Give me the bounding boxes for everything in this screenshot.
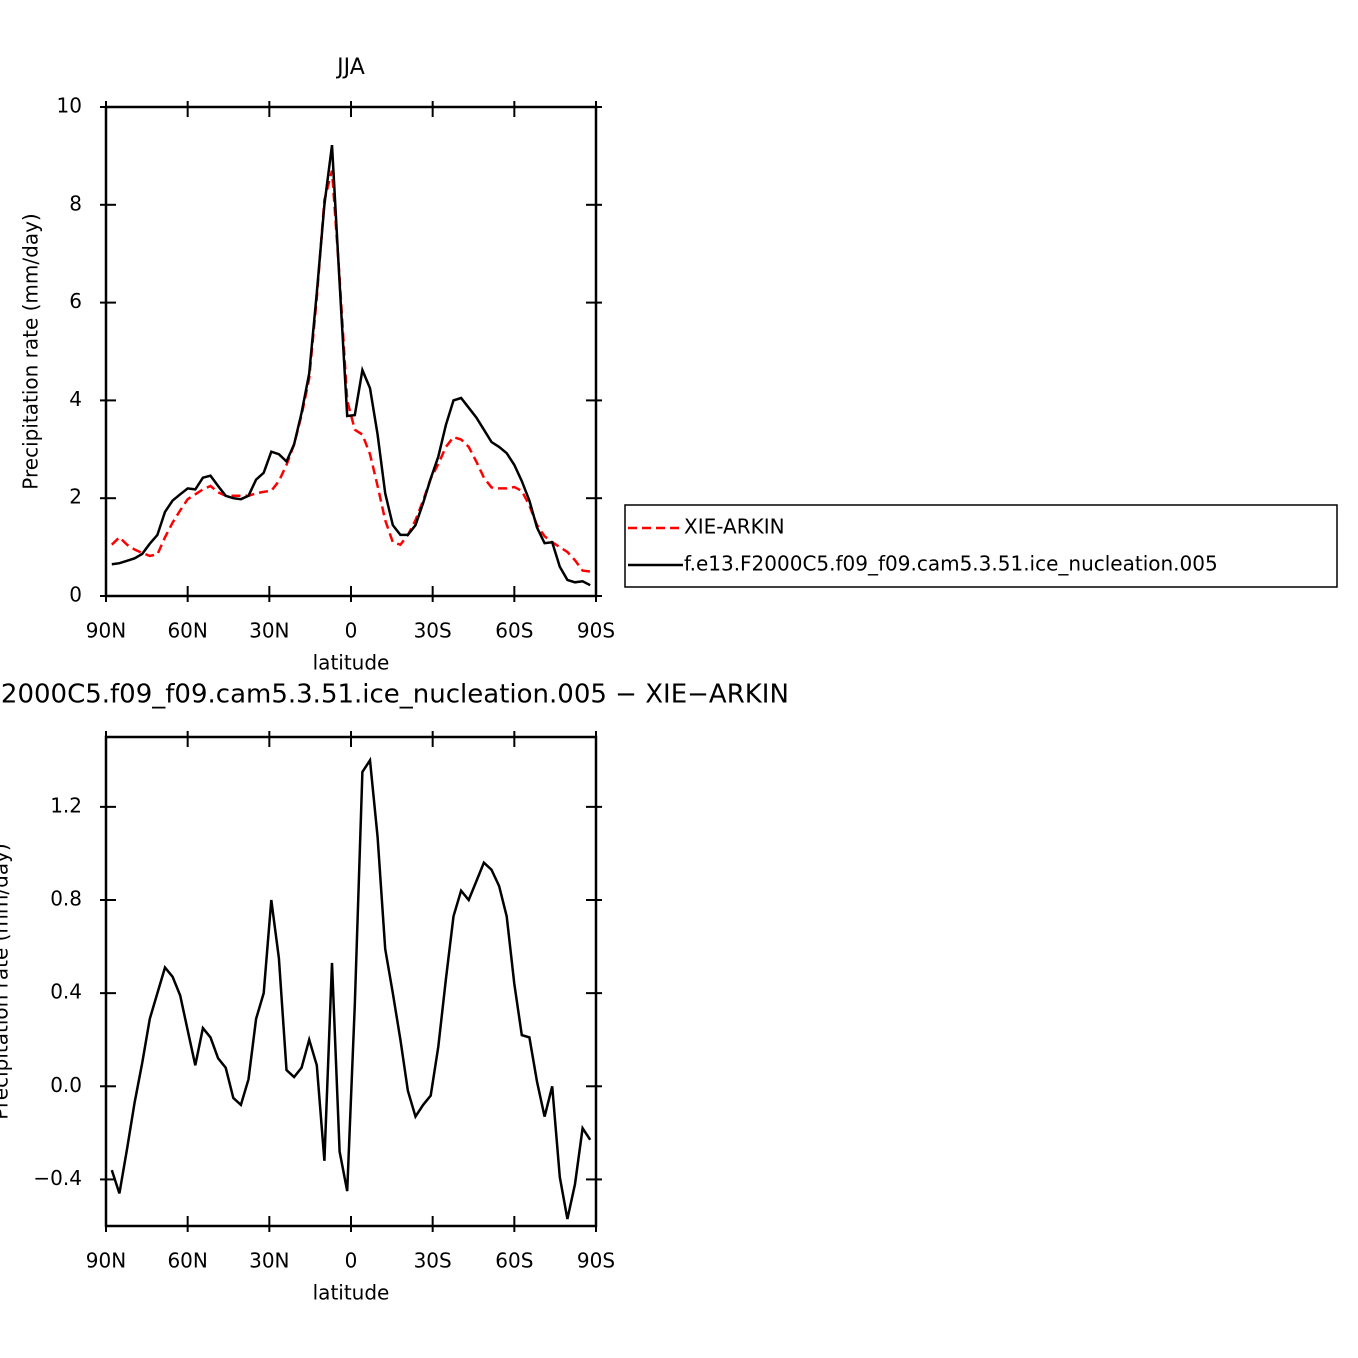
chart-title: JJA: [335, 55, 365, 80]
x-tick-label: 60N: [167, 619, 207, 643]
chart-title: f.e13.F2000C5.f09_f09.cam5.3.51.ice_nucl…: [0, 680, 789, 710]
y-tick-label: 0.8: [50, 887, 82, 911]
x-tick-label: 90N: [86, 1249, 126, 1273]
legend-label: f.e13.F2000C5.f09_f09.cam5.3.51.ice_nucl…: [684, 552, 1218, 576]
y-tick-label: 1.2: [50, 793, 82, 817]
y-tick-label: 4: [69, 387, 82, 411]
plot-frame: [104, 735, 598, 1228]
y-tick-label: −0.4: [33, 1166, 82, 1190]
x-tick-label: 30S: [414, 619, 452, 643]
plot-frame: [104, 105, 598, 598]
data-line: [110, 170, 591, 573]
x-tick-label: 30N: [249, 619, 289, 643]
data-line: [111, 144, 591, 587]
x-axis-label: latitude: [313, 1281, 390, 1305]
data-line: [110, 756, 592, 1220]
x-axis-label: latitude: [313, 651, 390, 675]
y-tick-label: 2: [69, 485, 82, 509]
y-axis-label: Precipitation rate (mm/day): [0, 843, 13, 1119]
x-tick-label: 0: [345, 619, 358, 643]
x-tick-label: 60N: [167, 1249, 207, 1273]
x-tick-label: 30N: [249, 1249, 289, 1273]
y-tick-label: 8: [69, 191, 82, 215]
y-tick-label: 0.4: [50, 980, 82, 1004]
x-tick-label: 60S: [495, 1249, 533, 1273]
y-tick-label: 10: [57, 94, 82, 118]
x-tick-label: 30S: [414, 1249, 452, 1273]
x-tick-label: 90N: [86, 619, 126, 643]
y-tick-label: 0.0: [50, 1073, 82, 1097]
y-tick-label: 6: [69, 289, 82, 313]
x-tick-label: 0: [345, 1249, 358, 1273]
legend-label: XIE-ARKIN: [684, 515, 785, 539]
x-tick-label: 60S: [495, 619, 533, 643]
y-axis-label: Precipitation rate (mm/day): [19, 213, 43, 489]
x-tick-label: 90S: [577, 1249, 615, 1273]
x-tick-label: 90S: [577, 619, 615, 643]
legend-box: [624, 504, 1338, 588]
y-tick-label: 0: [69, 583, 82, 607]
